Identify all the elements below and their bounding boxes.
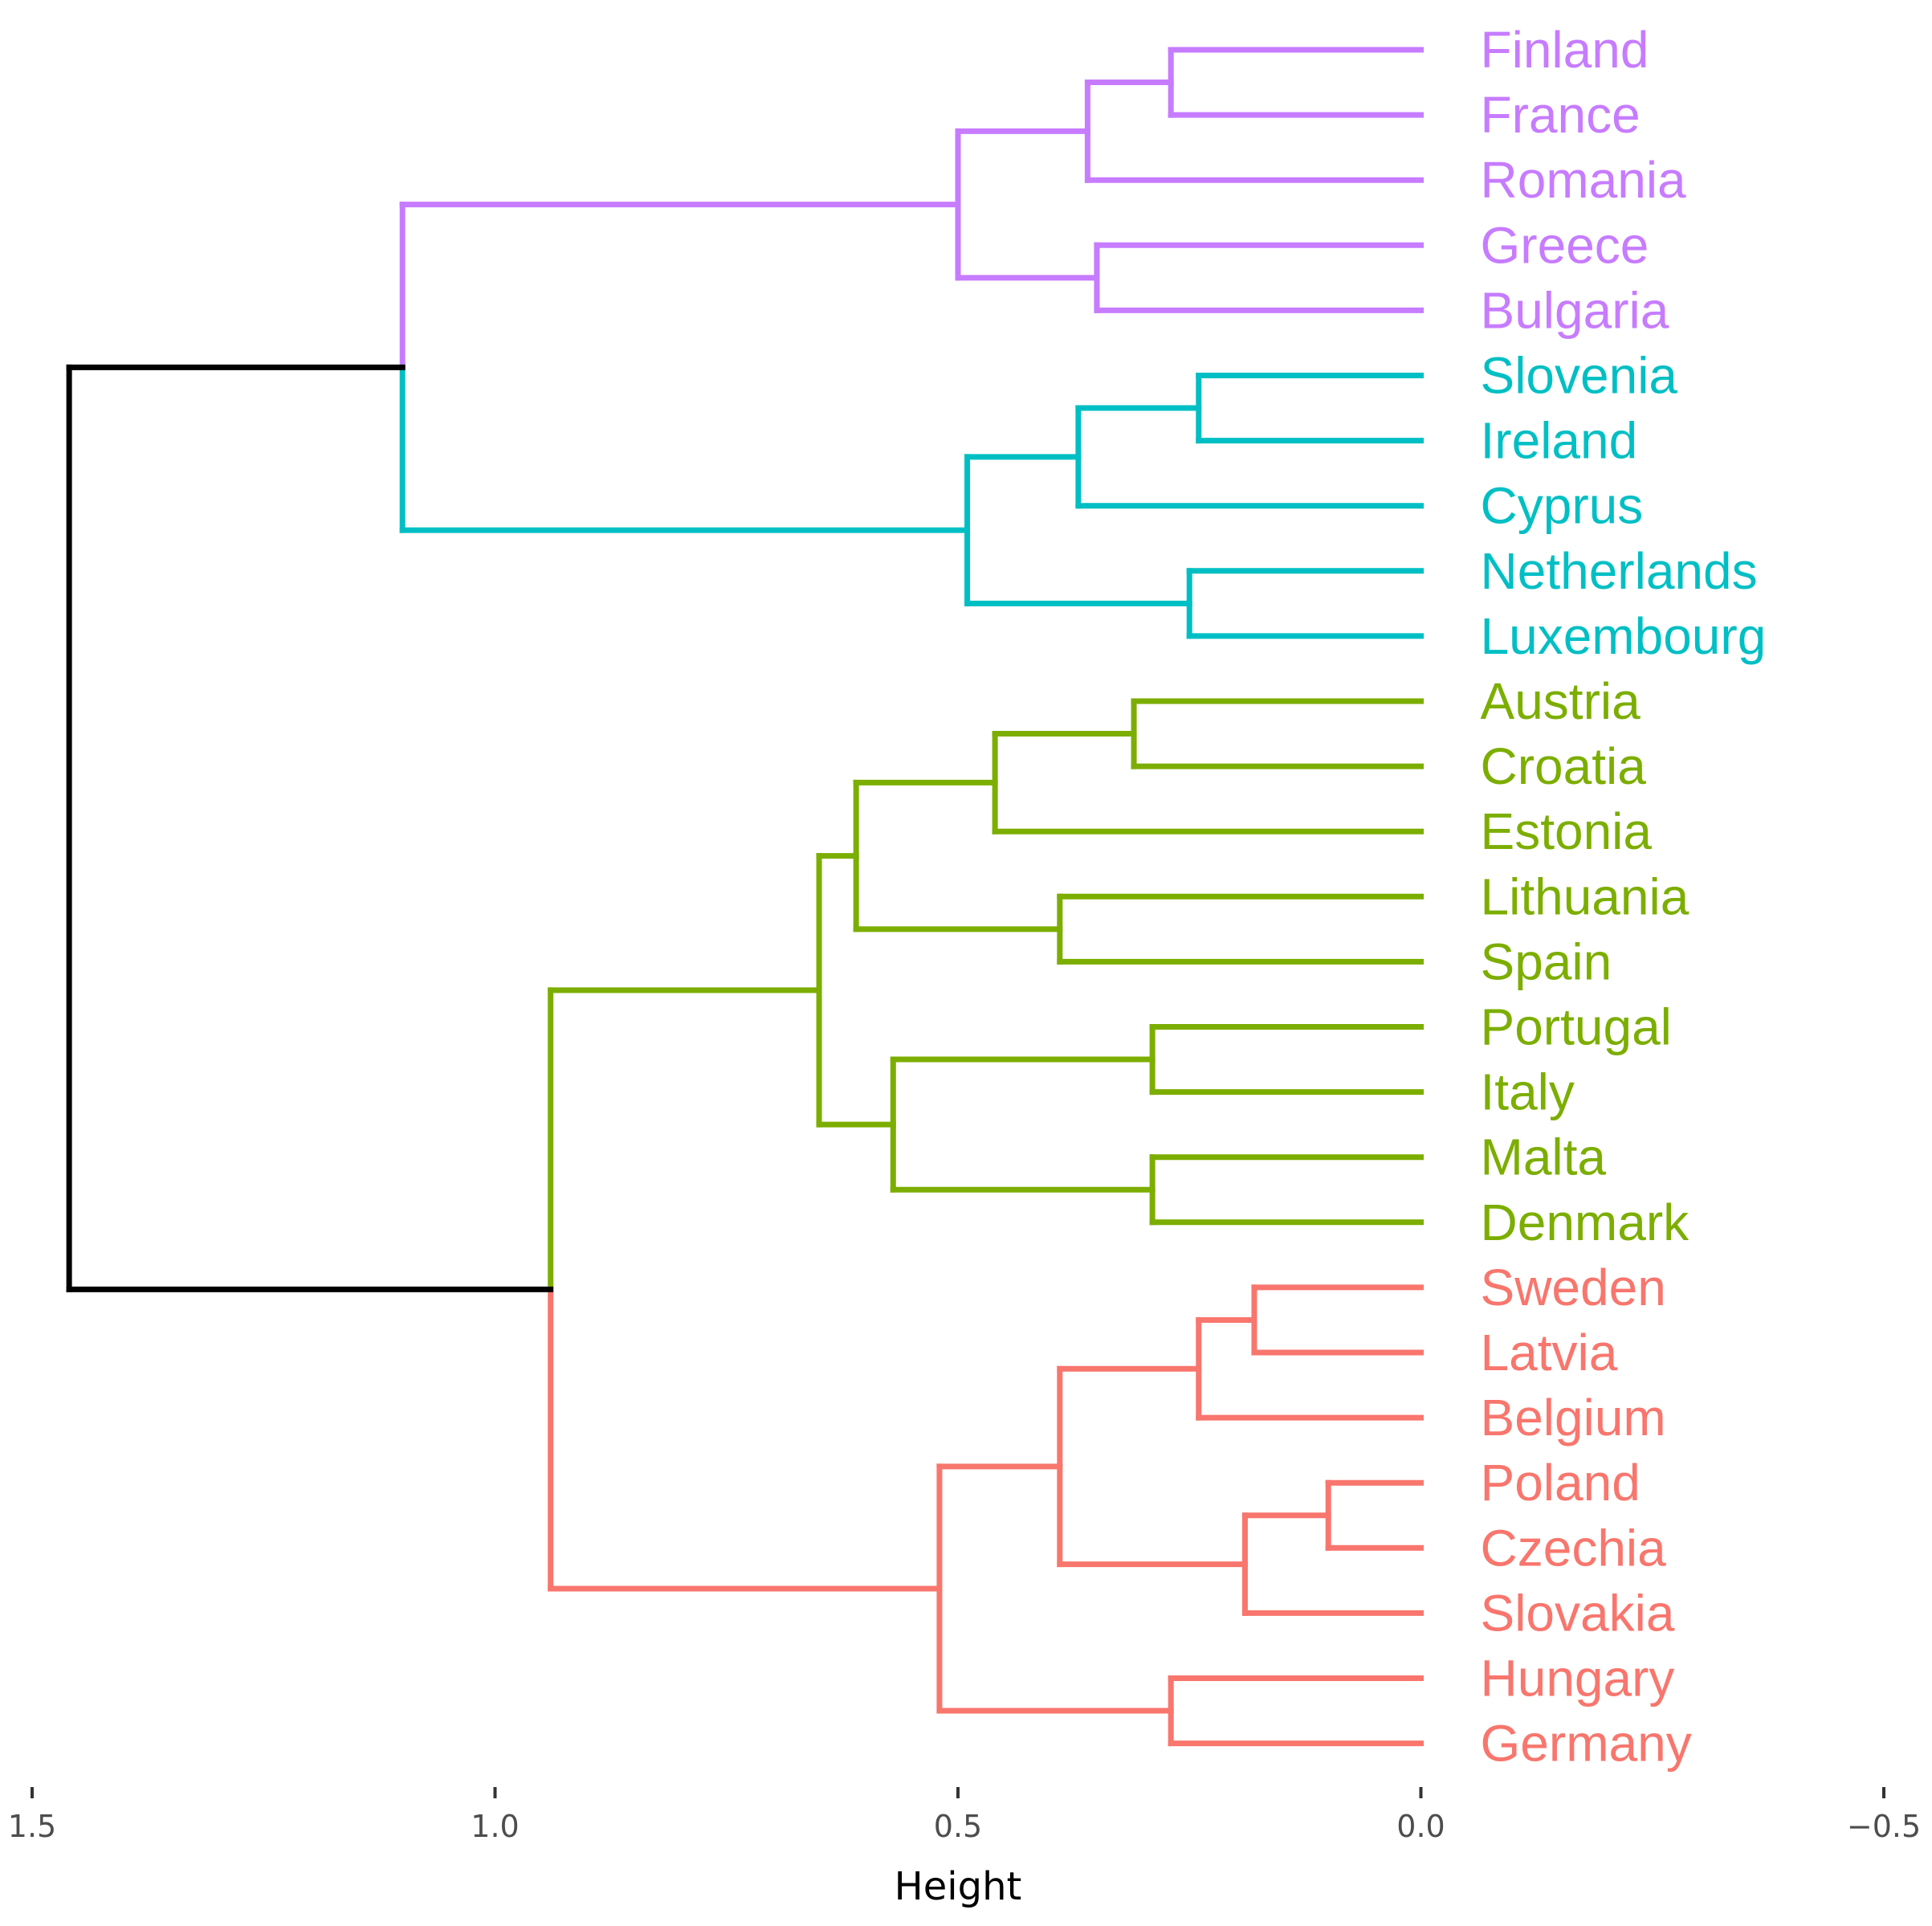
leaf-label-bulgaria: Bulgaria [1481,281,1669,339]
leaf-label-luxembourg: Luxembourg [1481,607,1767,665]
leaf-label-denmark: Denmark [1481,1194,1690,1251]
leaf-label-poland: Poland [1481,1454,1641,1512]
leaf-label-slovakia: Slovakia [1481,1584,1675,1642]
leaf-label-croatia: Croatia [1481,737,1647,795]
leaf-label-slovenia: Slovenia [1481,347,1678,405]
leaf-label-germany: Germany [1481,1715,1692,1773]
x-tick-label: 1.5 [8,1809,56,1844]
leaf-label-netherlands: Netherlands [1481,542,1758,600]
leaf-label-cyprus: Cyprus [1481,477,1644,535]
branch-group [66,47,1424,1747]
x-tick-label: −0.5 [1847,1809,1921,1844]
leaf-label-czechia: Czechia [1481,1519,1667,1577]
leaf-label-sweden: Sweden [1481,1259,1666,1316]
leaf-label-austria: Austria [1481,672,1641,730]
x-tick-label: 0.5 [934,1809,982,1844]
leaf-label-ireland: Ireland [1481,412,1638,470]
leaf-label-belgium: Belgium [1481,1389,1666,1447]
leaf-label-malta: Malta [1481,1128,1607,1186]
x-axis-title: Height [895,1864,1022,1909]
leaf-label-portugal: Portugal [1481,998,1672,1056]
leaf-label-greece: Greece [1481,216,1649,274]
leaf-label-romania: Romania [1481,151,1687,209]
leaf-label-italy: Italy [1481,1063,1575,1121]
leaf-label-hungary: Hungary [1481,1650,1675,1708]
leaf-label-spain: Spain [1481,932,1612,990]
leaf-label-lithuania: Lithuania [1481,867,1689,925]
leaf-label-latvia: Latvia [1481,1324,1618,1381]
x-tick-label: 1.0 [471,1809,519,1844]
leaf-label-estonia: Estonia [1481,802,1653,860]
x-axis: 1.5 1.0 0.5 0.0 −0.5 [8,1787,1921,1844]
leaf-label-finland: Finland [1481,21,1649,79]
leaf-label-france: France [1481,86,1641,144]
x-tick-label: 0.0 [1396,1809,1445,1844]
leaf-label-group: Finland France Romania Greece Bulgaria Sloven… [1481,21,1767,1773]
